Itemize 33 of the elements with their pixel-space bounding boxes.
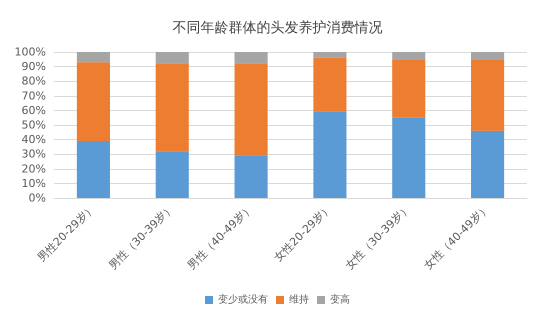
y-tick-label: 90% [22, 60, 46, 74]
bar [156, 64, 189, 152]
y-tick-label: 20% [22, 162, 46, 176]
y-tick-label: 60% [22, 104, 46, 117]
bar [313, 52, 346, 58]
bar [156, 52, 189, 64]
bar [392, 59, 426, 118]
bar [471, 59, 504, 131]
y-tick-label: 40% [22, 133, 46, 146]
bar [76, 62, 110, 142]
bar [313, 58, 346, 112]
legend-label: 变高 [330, 294, 350, 306]
bar [76, 52, 110, 62]
bar [234, 64, 268, 156]
bar [76, 141, 110, 198]
legend-label: 维持 [289, 294, 309, 306]
bar [392, 52, 426, 60]
legend-label: 变少或没有 [218, 294, 268, 306]
bar [392, 118, 426, 198]
chart-title: 不同年龄群体的头发养护消费情况 [172, 20, 382, 36]
y-tick-label: 70% [22, 89, 46, 102]
bar [313, 112, 346, 198]
y-tick-label: 100% [14, 46, 46, 58]
y-tick-label: 50% [22, 118, 46, 132]
y-tick-label: 10% [22, 176, 46, 190]
y-tick-label: 80% [22, 74, 46, 88]
y-tick-label: 0% [28, 192, 46, 204]
bar [471, 130, 504, 198]
bar [234, 156, 268, 198]
bar [234, 52, 268, 64]
bar [156, 151, 189, 198]
y-tick-label: 30% [22, 148, 46, 161]
bar [471, 52, 504, 60]
